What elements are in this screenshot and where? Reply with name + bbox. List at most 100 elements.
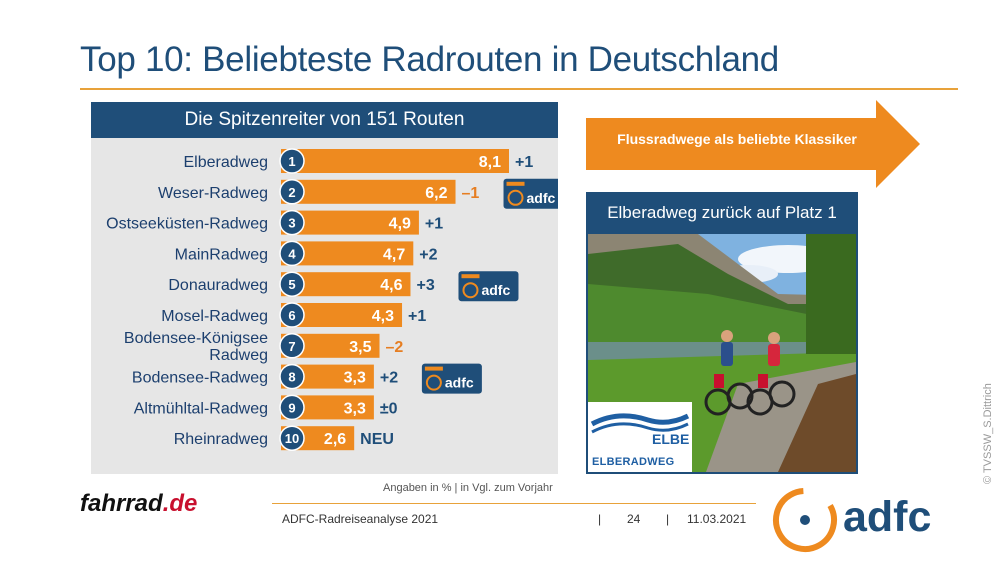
- flow-arrow-banner: [586, 100, 920, 188]
- bar-row: 2 6,2 –1 Weser-Radweg: [158, 179, 480, 205]
- footer-divider: [272, 503, 756, 504]
- rank-badge: [279, 363, 305, 390]
- rank-badge: [279, 271, 305, 297]
- photo-caption: Elberadweg zurück auf Platz 1: [607, 203, 837, 222]
- bar-row: 5 4,6 +3 Donauradweg: [168, 271, 435, 297]
- badge-background: [503, 178, 558, 209]
- value-label: 4,9: [389, 216, 411, 233]
- bar-row: 8 3,3 +2 Bodensee-Radweg: [132, 363, 398, 390]
- footer-date: 11.03.2021: [687, 512, 747, 526]
- badge-background: [458, 271, 519, 302]
- bar: [281, 179, 456, 204]
- change-label: +2: [380, 370, 398, 387]
- rank-number: 5: [288, 277, 295, 292]
- change-label: NEU: [360, 431, 394, 448]
- rank-number: 1: [288, 154, 295, 169]
- category-label: Donauradweg: [168, 277, 268, 294]
- badge-background: [421, 363, 482, 394]
- bar-row: 10 2,6 NEU Rheinradweg: [174, 425, 394, 451]
- bar-row: 6 4,3 +1 Mosel-Radweg: [161, 302, 426, 328]
- photo-credit: © TVSSW_S.Dittrich: [982, 383, 994, 484]
- elberadweg-photo: ELBE ELBERADWEG: [588, 234, 856, 472]
- value-label: 4,7: [383, 246, 405, 263]
- rank-badge: [279, 209, 305, 236]
- badge-text: adfc: [527, 190, 556, 206]
- rank-number: 2: [288, 185, 295, 200]
- rank-badge: [279, 394, 305, 421]
- category-label: Ostseeküsten-Radweg: [106, 216, 268, 233]
- footer-separator: |: [666, 512, 670, 526]
- fahrrad-logo-main: fahrrad: [80, 490, 163, 517]
- fahrrad-logo-tld: .de: [162, 490, 198, 517]
- change-label: –1: [462, 185, 480, 202]
- rank-number: 3: [288, 216, 295, 231]
- cyclist-figure-1: [704, 330, 754, 416]
- badge-ring: [507, 189, 524, 206]
- category-label: Mosel-Radweg: [161, 308, 268, 325]
- change-label: +2: [419, 246, 437, 263]
- badge-ring: [462, 282, 479, 299]
- rank-badge: [279, 148, 305, 174]
- change-label: +1: [515, 154, 533, 171]
- fahrrad-de-logo: fahrrad.de: [80, 490, 197, 518]
- cyclist-figure-2: [746, 332, 796, 416]
- rank-number: 4: [288, 246, 296, 261]
- value-label: 8,1: [479, 154, 501, 171]
- change-label: ±0: [380, 400, 398, 417]
- bar-row: 7 3,5 –2 Bodensee-Königsee Radweg: [124, 330, 404, 364]
- category-label: Weser-Radweg: [158, 185, 268, 202]
- footer-separator: |: [598, 512, 602, 526]
- adfc-logo-mark: [773, 488, 837, 552]
- bar-row: 1 8,1 +1 Elberadweg: [184, 148, 533, 174]
- chart-footnote: Angaben in % | in Vgl. zum Vorjahr: [383, 482, 553, 494]
- rank-number: 9: [288, 400, 295, 415]
- photo-card: Elberadweg zurück auf Platz 1: [586, 192, 858, 474]
- adfc-logo-text: adfc: [843, 493, 932, 541]
- change-label: +1: [425, 216, 443, 233]
- bar-row: 9 3,3 ±0 Altmühltal-Radweg: [134, 394, 398, 421]
- adfc-quality-badge: adfc: [421, 363, 482, 394]
- page-title: Top 10: Beliebteste Radrouten in Deutsch…: [80, 40, 779, 79]
- value-label: 6,2: [425, 185, 447, 202]
- bar-row: 4 4,7 +2 MainRadweg: [175, 240, 438, 267]
- ranking-chart: 1 8,1 +1 Elberadweg 2 6,2 –1 Weser-Radweg 3 4,9 +1…: [91, 102, 558, 474]
- rank-number: 6: [288, 308, 295, 323]
- category-label: Bodensee-Königsee Radweg: [124, 330, 268, 364]
- value-label: 3,3: [344, 400, 366, 417]
- svg-text:ELBE: ELBE: [652, 431, 689, 447]
- rank-number: 10: [285, 431, 299, 446]
- category-label: Bodensee-Radweg: [132, 370, 268, 387]
- elberadweg-logo: ELBE ELBERADWEG: [588, 402, 692, 472]
- rank-badge: [279, 425, 305, 451]
- elbe-logo-text: ELBERADWEG: [592, 456, 675, 468]
- rank-number: 7: [288, 339, 295, 354]
- adfc-quality-badge: adfc: [458, 271, 519, 302]
- footer-source: ADFC-Radreiseanalyse 2021: [282, 512, 439, 526]
- adfc-quality-badge: adfc: [503, 178, 558, 209]
- badge-text: adfc: [445, 375, 474, 391]
- elberadweg-landscape-image: [588, 234, 856, 472]
- badge-ring: [425, 374, 442, 391]
- badge-stars: [424, 366, 443, 371]
- badge-stars: [506, 181, 525, 186]
- category-label: MainRadweg: [175, 246, 268, 263]
- title-divider: [80, 88, 958, 90]
- category-label: Rheinradweg: [174, 431, 268, 448]
- bar-row: 3 4,9 +1 Ostseeküsten-Radweg: [106, 209, 443, 236]
- change-label: –2: [386, 339, 404, 356]
- value-label: 3,5: [349, 339, 371, 356]
- rank-badge: [279, 179, 305, 205]
- badge-text: adfc: [481, 282, 510, 298]
- change-label: +3: [416, 277, 434, 294]
- rank-badge: [279, 240, 305, 267]
- footer-page-number: 24: [627, 512, 641, 526]
- category-label: Elberadweg: [184, 154, 269, 171]
- value-label: 3,3: [344, 370, 366, 387]
- value-label: 4,6: [380, 277, 402, 294]
- change-label: +1: [408, 308, 426, 325]
- chart-title: Die Spitzenreiter von 151 Routen: [91, 102, 558, 138]
- badge-stars: [461, 274, 480, 279]
- bar: [281, 149, 509, 173]
- rank-badge: [279, 333, 305, 359]
- value-label: 2,6: [324, 431, 346, 448]
